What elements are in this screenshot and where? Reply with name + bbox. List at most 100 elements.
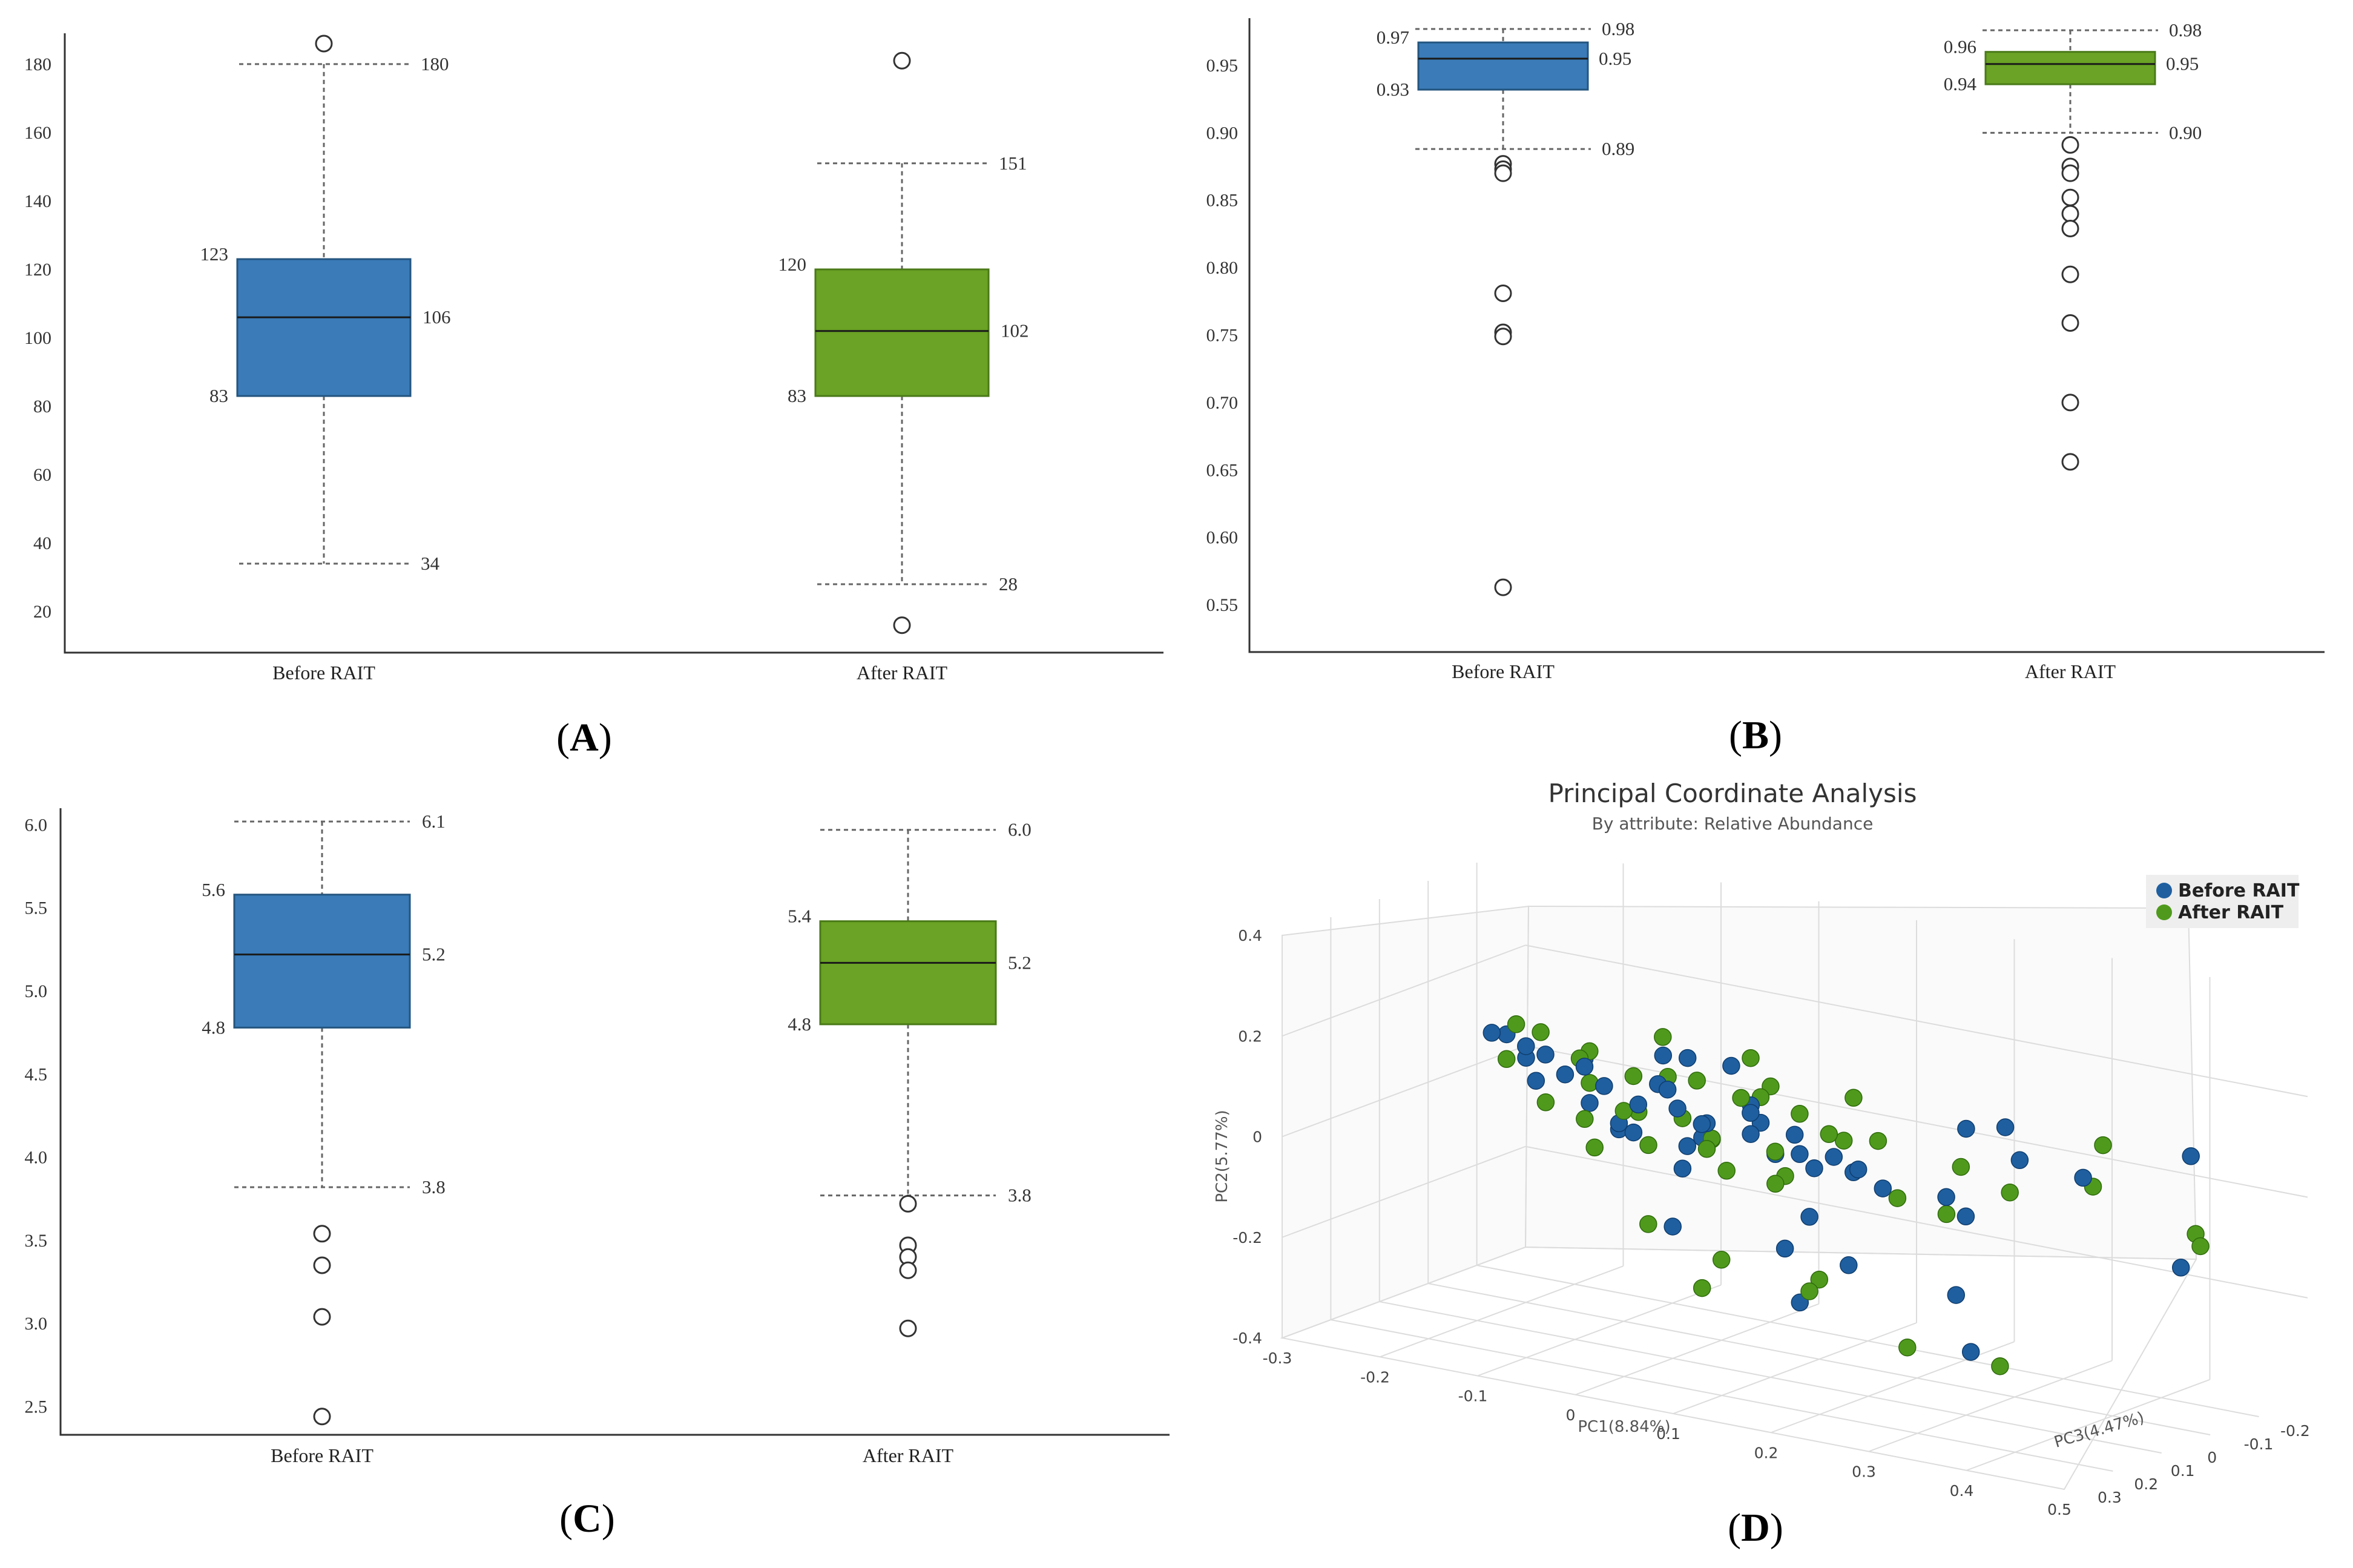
pcoa-ticks: -0.4 -0.2 0 0.2 0.4 -0.3 -0.2 -0.1 0 0.1 0.2 0.3 0.4… bbox=[1232, 927, 2310, 1518]
label-whisker-low: 3.8 bbox=[1008, 1185, 1032, 1206]
point-after-rait bbox=[1898, 1338, 1917, 1357]
panel-a-category-after: After RAIT bbox=[857, 662, 948, 684]
pcoa-grid-line bbox=[1868, 1360, 2113, 1452]
label-q1: 83 bbox=[788, 385, 806, 406]
pcoa-title: Principal Coordinate Analysis bbox=[1548, 779, 1917, 808]
point-after-rait bbox=[1810, 1270, 1829, 1289]
panel-c-label-letter: C bbox=[573, 1497, 602, 1541]
outlier-point bbox=[2061, 164, 2079, 182]
label-whisker-low: 0.90 bbox=[2169, 122, 2202, 143]
legend-label-after: After RAIT bbox=[2178, 902, 2284, 923]
outlier-point bbox=[315, 35, 333, 53]
point-after-rait bbox=[2001, 1183, 2019, 1202]
pcoa-pc2-axis-label: PC2(5.77%) bbox=[1213, 1110, 1231, 1202]
outlier-point bbox=[1494, 284, 1512, 302]
point-after-rait bbox=[1639, 1215, 1657, 1233]
point-before-rait bbox=[2182, 1147, 2200, 1165]
point-before-rait bbox=[1785, 1125, 1804, 1144]
outlier-point bbox=[2061, 314, 2079, 332]
point-before-rait bbox=[1947, 1286, 1966, 1304]
panel-b-y-tick-label: 0.55 bbox=[1206, 595, 1239, 615]
panel-c-y-tick-label: 3.0 bbox=[25, 1314, 48, 1334]
pcoa-pc1-tick: 0.2 bbox=[1754, 1444, 1779, 1461]
outlier-point bbox=[893, 616, 911, 634]
point-before-rait bbox=[1840, 1256, 1858, 1274]
pcoa-pc3-tick: 0.2 bbox=[2134, 1475, 2158, 1493]
point-before-rait bbox=[1536, 1046, 1555, 1064]
point-after-rait bbox=[1639, 1136, 1657, 1155]
label-whisker-high: 0.98 bbox=[1602, 18, 1634, 39]
panel-b-label-open: ( bbox=[1729, 713, 1742, 757]
panel-c-label-open: ( bbox=[559, 1497, 573, 1541]
panel-c-label: (C) bbox=[559, 1497, 615, 1541]
label-q3: 0.96 bbox=[1944, 36, 1976, 58]
label-median: 0.95 bbox=[2166, 53, 2199, 74]
outlier-point bbox=[2061, 136, 2079, 154]
label-q1: 0.94 bbox=[1944, 73, 1977, 94]
outlier-point bbox=[2061, 453, 2079, 471]
point-after-rait bbox=[1800, 1282, 1818, 1300]
point-after-rait bbox=[1693, 1279, 1711, 1297]
panel-c-axes bbox=[59, 808, 1170, 1436]
outlier-point bbox=[899, 1261, 917, 1279]
label-whisker-low: 28 bbox=[999, 573, 1018, 595]
iqr-box bbox=[819, 920, 997, 1026]
point-before-rait bbox=[2010, 1151, 2029, 1170]
point-before-rait bbox=[1825, 1148, 1843, 1166]
point-before-rait bbox=[1937, 1188, 1955, 1207]
point-after-rait bbox=[1497, 1050, 1516, 1069]
point-before-rait bbox=[1664, 1217, 1682, 1236]
point-after-rait bbox=[1688, 1072, 1706, 1090]
label-q1: 4.8 bbox=[788, 1013, 811, 1035]
panel-a-y-tick-label: 40 bbox=[33, 533, 51, 553]
point-after-rait bbox=[1952, 1158, 1970, 1176]
panel-b-y-tick-label: 0.75 bbox=[1206, 326, 1239, 346]
point-before-rait bbox=[1668, 1099, 1687, 1118]
point-before-rait bbox=[1805, 1159, 1823, 1178]
outlier-point bbox=[899, 1194, 917, 1213]
label-median: 102 bbox=[1001, 320, 1029, 341]
pcoa-floor bbox=[1280, 1246, 2197, 1491]
pcoa-pc3-tick: 0.3 bbox=[2098, 1489, 2122, 1506]
outlier-point bbox=[893, 51, 911, 70]
point-after-rait bbox=[1766, 1142, 1785, 1161]
point-after-rait bbox=[1845, 1089, 1863, 1107]
pcoa-pc3-tick: -0.1 bbox=[2244, 1435, 2274, 1453]
point-after-rait bbox=[1697, 1140, 1716, 1158]
point-before-rait bbox=[1575, 1058, 1594, 1076]
iqr-box bbox=[814, 268, 990, 397]
point-after-rait bbox=[1869, 1132, 1887, 1150]
outlier-point bbox=[2061, 188, 2079, 206]
label-whisker-high: 151 bbox=[999, 153, 1027, 174]
label-q3: 123 bbox=[200, 243, 229, 265]
point-before-rait bbox=[1673, 1159, 1692, 1178]
panel-c-label-close: ) bbox=[602, 1497, 615, 1541]
point-after-rait bbox=[1507, 1015, 1525, 1033]
label-q3: 120 bbox=[778, 254, 807, 275]
panel-b-y-tick-label: 0.80 bbox=[1206, 258, 1239, 278]
label-q1: 83 bbox=[209, 385, 228, 406]
panel-b-label-letter: B bbox=[1742, 713, 1769, 757]
panel-a-label-close: ) bbox=[599, 716, 612, 760]
panel-b-series-before: 0.98 0.95 0.89 0.97 0.93 bbox=[1377, 18, 1634, 596]
point-before-rait bbox=[1874, 1179, 1892, 1197]
point-before-rait bbox=[1996, 1118, 2015, 1136]
point-before-rait bbox=[1742, 1104, 1760, 1122]
panel-b-series-after: 0.98 0.95 0.90 0.96 0.94 bbox=[1944, 19, 2202, 471]
outlier-point bbox=[313, 1308, 331, 1326]
point-after-rait bbox=[1536, 1093, 1555, 1112]
point-before-rait bbox=[1483, 1024, 1501, 1042]
point-after-rait bbox=[1834, 1132, 1853, 1150]
point-before-rait bbox=[1800, 1208, 1818, 1226]
point-after-rait bbox=[1581, 1073, 1599, 1092]
iqr-box bbox=[236, 258, 412, 397]
panel-b-category-before: Before RAIT bbox=[1452, 660, 1555, 682]
panel-c-y-ticks: 2.5 3.0 3.5 4.0 4.5 5.0 5.5 6.0 bbox=[25, 815, 48, 1417]
point-before-rait bbox=[2171, 1259, 2190, 1277]
point-after-rait bbox=[1732, 1089, 1750, 1107]
pcoa-pc1-tick: 0.1 bbox=[1656, 1425, 1680, 1443]
point-before-rait bbox=[1961, 1343, 1980, 1361]
pcoa-pc1-tick: -0.3 bbox=[1263, 1349, 1292, 1367]
legend-marker-before bbox=[2156, 883, 2172, 898]
point-after-rait bbox=[2191, 1237, 2210, 1256]
